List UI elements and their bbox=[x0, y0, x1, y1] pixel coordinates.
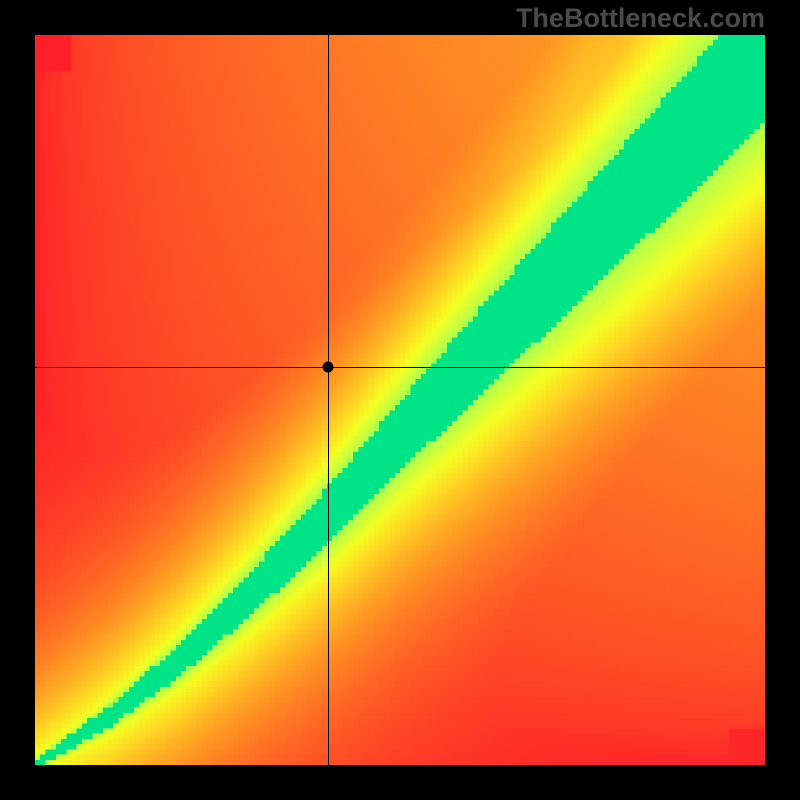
chart-container: TheBottleneck.com bbox=[0, 0, 800, 800]
data-point-marker bbox=[323, 362, 334, 373]
crosshair-vertical bbox=[328, 35, 329, 765]
heatmap-canvas bbox=[35, 35, 765, 765]
watermark-text: TheBottleneck.com bbox=[516, 3, 765, 34]
crosshair-horizontal bbox=[35, 367, 765, 368]
